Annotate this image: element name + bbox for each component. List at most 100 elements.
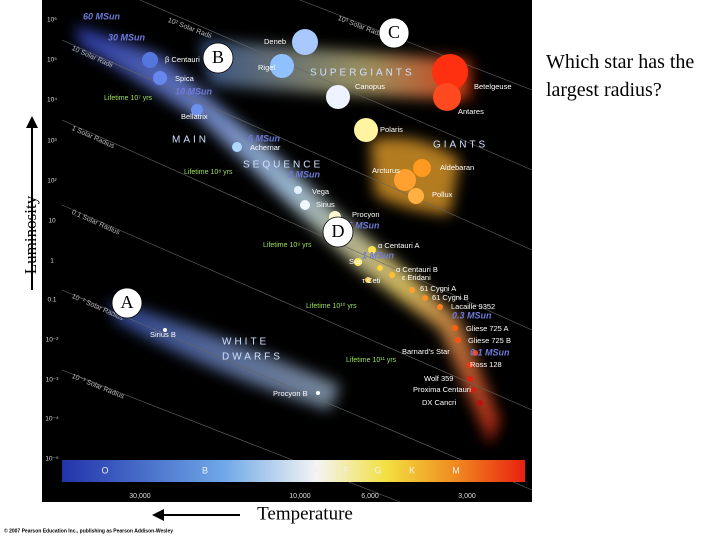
star-name: 61 Cygni A — [420, 284, 456, 293]
spectral-class: K — [409, 465, 415, 475]
mass-label: 30 MSun — [108, 32, 146, 42]
lifetime-label: Lifetime 10⁹ yrs — [263, 242, 312, 249]
star-name: Vega — [312, 187, 330, 196]
mass-label: 1 MSun — [362, 250, 395, 260]
star-name: Spica — [175, 74, 195, 83]
y-tick-label: 10⁵ — [47, 57, 57, 64]
overlay-label: C — [388, 22, 400, 42]
star-disc — [452, 325, 458, 331]
star-name: Gliese 725 B — [468, 336, 511, 345]
star-disc — [409, 287, 415, 293]
star-name: Barnard's Star — [402, 347, 450, 356]
x-axis-label: Temperature — [257, 503, 353, 524]
overlay-label: A — [121, 292, 134, 312]
mass-label: 1.5 MSun — [340, 220, 380, 230]
region-label: DWARFS — [222, 352, 283, 363]
mass-label: 6 MSun — [248, 133, 281, 143]
star-name: Rigel — [258, 63, 275, 72]
region-label: WHITE — [222, 337, 269, 348]
y-tick-label: 10⁻⁵ — [45, 456, 59, 463]
star-name: Procyon — [352, 210, 380, 219]
star-disc — [354, 118, 378, 142]
star-name: Procyon B — [273, 389, 308, 398]
credit: © 2007 Pearson Education Inc., publishin… — [4, 527, 173, 534]
y-tick-label: 10⁻² — [46, 337, 60, 344]
star-disc — [477, 400, 483, 406]
spectral-class: F — [343, 465, 349, 475]
star-disc — [422, 295, 428, 301]
star-disc — [354, 258, 362, 266]
star-disc — [365, 277, 371, 283]
star-disc — [153, 71, 167, 85]
overlay-label: B — [212, 47, 224, 67]
star-disc — [142, 52, 158, 68]
star-name: Sirius B — [150, 330, 176, 339]
y-tick-label: 10³ — [47, 138, 57, 145]
star-name: DX Cancri — [422, 398, 457, 407]
star-name: α Centauri B — [396, 265, 438, 274]
region-label: SUPERGIANTS — [310, 68, 415, 79]
region-label: MAIN — [172, 135, 209, 146]
spectral-class: O — [101, 465, 108, 475]
temperature-tick: 30,000 — [129, 493, 151, 500]
star-disc — [470, 387, 476, 393]
mass-label: 3 MSun — [288, 169, 321, 179]
spectral-class: G — [374, 465, 381, 475]
temperature-tick: 10,000 — [289, 493, 311, 500]
star-name: Deneb — [264, 37, 286, 46]
star-disc — [408, 188, 424, 204]
mass-label: 0.3 MSun — [452, 310, 492, 320]
overlay-circle — [111, 287, 143, 319]
star-name: Pollux — [432, 190, 453, 199]
star-disc — [433, 83, 461, 111]
overlay-circle — [378, 17, 410, 49]
region-label: SEQUENCE — [243, 160, 323, 171]
star-name: Antares — [458, 107, 484, 116]
y-tick-label: 10⁻⁴ — [45, 416, 59, 423]
star-disc — [377, 265, 383, 271]
temperature-tick: 3,000 — [458, 493, 476, 500]
y-tick-label: 10⁶ — [47, 17, 57, 24]
region-label: GIANTS — [433, 140, 488, 151]
y-tick-label: 10⁴ — [47, 97, 57, 104]
star-disc — [232, 142, 242, 152]
star-name: ε Eridani — [402, 273, 431, 282]
star-disc — [394, 169, 416, 191]
star-name: Achernar — [250, 143, 281, 152]
star-name: Sirius — [316, 200, 335, 209]
lifetime-label: Lifetime 10⁸ yrs — [184, 169, 233, 176]
star-disc — [389, 272, 395, 278]
spectral-class: B — [202, 465, 208, 475]
y-axis-label: Luminosity — [21, 195, 40, 274]
y-tick-label: 10² — [47, 178, 57, 185]
temperature-tick: 6,000 — [361, 493, 379, 500]
mass-label: 0.1 MSun — [470, 347, 510, 357]
overlay-circle — [322, 216, 354, 248]
star-name: Betelgeuse — [474, 82, 512, 91]
radius-lines — [61, 0, 533, 503]
stars — [142, 29, 483, 406]
star-name: Proxima Centauri — [413, 385, 471, 394]
star-name: Ross 128 — [470, 360, 502, 369]
overlay-label: D — [332, 221, 345, 241]
star-name: α Centauri A — [378, 241, 419, 250]
star-disc — [467, 376, 473, 382]
y-tick-label: 10 — [48, 218, 56, 225]
star-name: Sun — [349, 257, 362, 266]
star-disc — [163, 328, 167, 332]
star-disc — [316, 391, 320, 395]
star-disc — [432, 54, 468, 90]
star-disc — [294, 186, 302, 194]
star-disc — [292, 29, 318, 55]
star-name: Bellatrix — [181, 112, 208, 121]
star-disc — [413, 159, 431, 177]
mass-label: 60 MSun — [83, 11, 121, 21]
y-tick-label: 1 — [50, 258, 54, 265]
overlay-circle — [202, 42, 234, 74]
star-name: 61 Cygni B — [432, 293, 469, 302]
star-name: τ Ceti — [362, 276, 381, 285]
spectral-class: A — [313, 465, 319, 475]
lifetime-label: Lifetime 10¹¹ yrs — [346, 357, 397, 364]
